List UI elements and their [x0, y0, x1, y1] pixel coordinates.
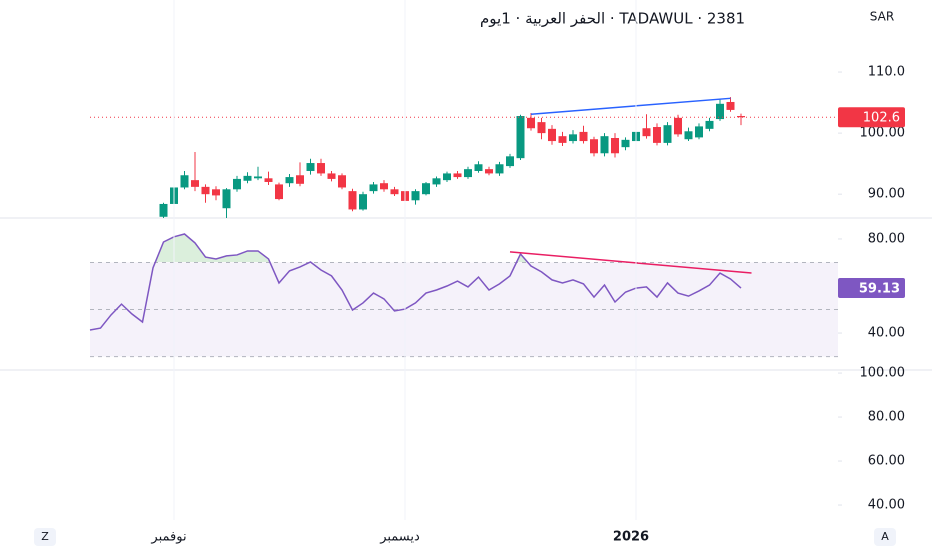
candle-body [569, 134, 577, 142]
candle-body [296, 175, 304, 184]
candle-body [621, 139, 630, 148]
chart-title: TADAWUL · 2381 · الحفر العربية · 1يوم [480, 10, 745, 28]
candle-body [726, 101, 735, 110]
rsi-line [89, 233, 742, 331]
candle-body [516, 116, 525, 159]
candle-body [306, 163, 315, 171]
y-tick-label: 90.00 [868, 187, 905, 202]
currency: SAR [870, 10, 894, 24]
candle-body [159, 203, 168, 217]
x-tick-label: نوفمبر [150, 530, 186, 545]
y-tick-label: 80.00 [868, 410, 905, 425]
candle-body [600, 136, 609, 154]
last-price-box [838, 107, 905, 128]
last-value-label: 59.13 [859, 282, 900, 297]
candle-body [348, 191, 357, 210]
candle-body [243, 175, 252, 181]
candle-body [527, 117, 535, 129]
trendline [509, 251, 752, 274]
overbought-fill [155, 234, 528, 262]
y-tick-label: 80.00 [868, 231, 905, 246]
price-pane [90, 97, 838, 218]
button[interactable] [874, 528, 896, 546]
candle-body [191, 180, 199, 187]
candle-body [642, 128, 651, 137]
candle-body [432, 178, 441, 185]
candle-body [327, 173, 336, 179]
candle-body [443, 173, 451, 181]
y-tick-label: 60.00 [868, 454, 905, 469]
candle-body [264, 178, 273, 182]
candle-body [422, 183, 430, 195]
candle-body [338, 175, 346, 188]
band-fill [90, 262, 838, 357]
button[interactable] [34, 528, 56, 546]
rsi-pane [89, 233, 838, 358]
candle-body [275, 184, 283, 200]
candle-body [233, 178, 241, 190]
candle-body [222, 189, 231, 209]
candle-body [453, 173, 462, 178]
candle-body [474, 164, 483, 171]
candle-body [317, 163, 325, 174]
button-label[interactable]: A [881, 530, 889, 543]
y-tick-label: 40.00 [868, 326, 905, 341]
candle-body [537, 122, 546, 134]
candle-body [590, 139, 598, 154]
x-tick-label: 2026 [613, 530, 649, 545]
candle-body [684, 131, 693, 140]
trendline [530, 97, 731, 115]
candle-body [390, 189, 399, 195]
candle-body [653, 127, 661, 143]
candle-body [359, 194, 367, 210]
candle-body [201, 186, 210, 195]
candle-body [663, 125, 672, 143]
candle-body [737, 116, 745, 118]
candle-body [464, 169, 472, 178]
y-tick-label: 40.00 [868, 498, 905, 513]
candle-body [548, 128, 556, 142]
candle-body [485, 169, 493, 174]
candle-body [506, 156, 514, 167]
y-tick-label: 100.00 [860, 126, 906, 141]
candle-body [695, 126, 703, 138]
last-value-box [838, 278, 905, 299]
candle-body [674, 117, 682, 135]
candle-body [611, 138, 619, 154]
candle-body [285, 177, 294, 184]
candle-body [411, 191, 420, 201]
axes: نوفمبر ديسمبر 2026 110.0 100.00 90.00 102.6 80.… [150, 0, 905, 545]
y-tick-label: 110.0 [868, 65, 905, 80]
candle-body [716, 103, 724, 120]
candle-body [212, 189, 220, 196]
candle-body [180, 175, 189, 188]
y-tick-label: 100.00 [860, 366, 906, 381]
x-tick-label: ديسمبر [379, 530, 420, 545]
candle-body [380, 183, 388, 190]
candle-body [558, 136, 567, 143]
candle-body [495, 164, 504, 174]
candle-body [705, 120, 714, 129]
candle-body [369, 184, 378, 192]
button-label[interactable]: Z [41, 530, 49, 543]
candle-body [254, 176, 262, 179]
candle-body [579, 131, 588, 142]
last-price-label: 102.6 [863, 111, 900, 126]
